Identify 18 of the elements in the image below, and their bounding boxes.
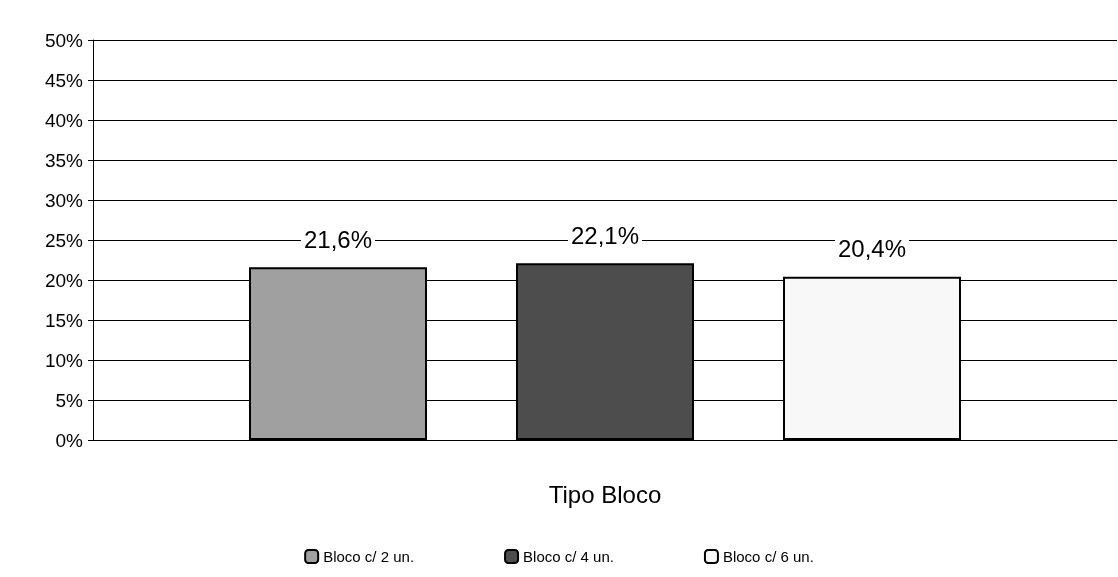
y-tick-label: 5% [55,389,84,411]
y-tick-label: 10% [44,349,84,371]
data-label: 20,4% [837,235,907,263]
y-tick-label: 15% [44,309,84,331]
y-tick-label: 20% [44,269,84,291]
y-tick-label: 35% [44,149,84,171]
y-tick-label: 45% [44,69,84,91]
y-tick-label: 30% [44,189,84,211]
data-label: 21,6% [303,225,373,253]
y-tick-label: 50% [44,29,84,51]
legend-label: Bloco c/ 6 un. [722,548,814,565]
legend-label: Bloco c/ 4 un. [523,548,614,565]
y-tick-label: 25% [44,229,84,251]
data-label: 22,1% [570,221,640,249]
y-tick-label: 0% [55,429,84,451]
x-axis-title: Tipo Bloco [548,480,662,508]
y-tick-label: 40% [44,109,84,131]
legend-label: Bloco c/ 2 un. [323,548,415,565]
